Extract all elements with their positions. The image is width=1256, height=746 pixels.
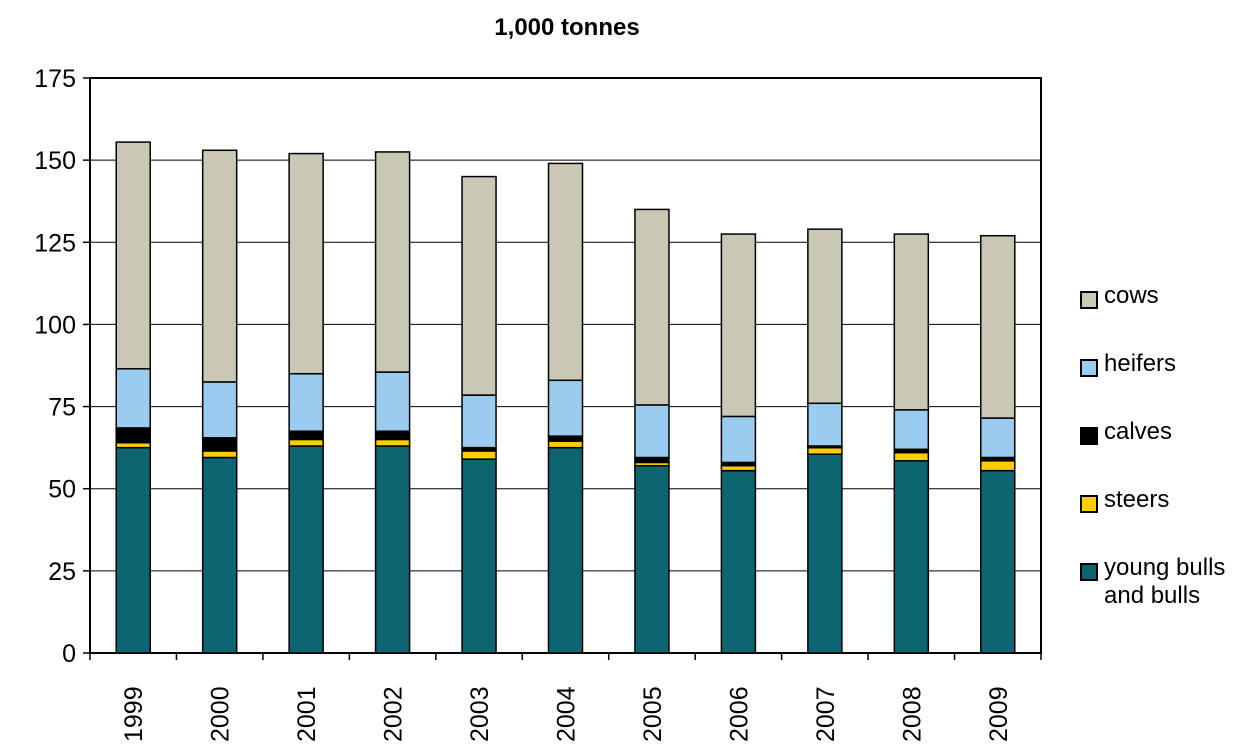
x-tick-label: 2001 bbox=[293, 686, 321, 742]
bar-segment bbox=[461, 175, 497, 396]
legend-label-heifers: heifers bbox=[1104, 350, 1177, 377]
bar-segment bbox=[720, 415, 757, 464]
bar-segment bbox=[893, 233, 930, 411]
bar-segment bbox=[893, 451, 930, 462]
bar-segment bbox=[461, 458, 497, 654]
bar-segment bbox=[807, 453, 843, 654]
bar-segment bbox=[374, 151, 411, 373]
legend-label-young-bulls-line1: young bulls bbox=[1104, 554, 1226, 581]
bar-segment bbox=[634, 208, 670, 406]
x-tick-label: 1999 bbox=[120, 686, 148, 742]
y-tick-label: 125 bbox=[34, 229, 76, 257]
bar-segment bbox=[115, 427, 151, 444]
bars bbox=[115, 141, 1016, 654]
bar-segment bbox=[893, 460, 930, 654]
bar-segment bbox=[374, 445, 411, 654]
legend-label-cows: cows bbox=[1104, 282, 1159, 309]
x-tick-label: 2007 bbox=[812, 686, 840, 742]
bar-segment bbox=[201, 149, 238, 383]
bar-segment bbox=[980, 469, 1016, 654]
chart-title: 1,000 tonnes bbox=[494, 14, 640, 41]
bar-segment bbox=[807, 446, 843, 455]
bar-segment bbox=[201, 381, 238, 439]
bar-segment bbox=[720, 469, 757, 654]
bar-segment bbox=[201, 456, 238, 654]
x-tick-label: 2002 bbox=[380, 686, 408, 742]
x-tick-label: 2008 bbox=[898, 686, 926, 742]
bar-segment bbox=[201, 450, 238, 459]
x-tick-label: 2004 bbox=[553, 686, 581, 742]
bar-segment bbox=[288, 152, 324, 375]
bar-segment bbox=[547, 446, 584, 654]
legend-swatch-young-bulls bbox=[1080, 563, 1098, 581]
x-tick-label: 2000 bbox=[207, 686, 235, 742]
legend-label-young-bulls-line2: and bulls bbox=[1104, 582, 1201, 609]
bar-segment bbox=[980, 417, 1016, 459]
bar-segment bbox=[634, 404, 670, 459]
bar-segment bbox=[461, 450, 497, 460]
bar-segment bbox=[288, 372, 324, 432]
bar-segment bbox=[288, 445, 324, 654]
bar-segment bbox=[288, 430, 324, 441]
bar-segment bbox=[547, 379, 584, 437]
bar-segment bbox=[461, 394, 497, 449]
y-tick-label: 100 bbox=[34, 311, 76, 339]
axes bbox=[83, 77, 1042, 660]
bar-segment bbox=[720, 233, 757, 418]
y-tick-label: 175 bbox=[34, 65, 76, 93]
bar-segment bbox=[547, 440, 584, 449]
y-tick-label: 75 bbox=[48, 394, 76, 422]
legend-swatch-steers bbox=[1080, 495, 1098, 513]
x-tick-label: 2009 bbox=[985, 686, 1013, 742]
x-tick-label: 2005 bbox=[639, 686, 667, 742]
legend-swatch-heifers bbox=[1080, 359, 1098, 377]
bar-segment bbox=[374, 438, 411, 447]
bar-segment bbox=[547, 162, 584, 382]
x-tick-label: 2006 bbox=[725, 686, 753, 742]
y-tick-label: 25 bbox=[48, 558, 76, 586]
bar-segment bbox=[115, 141, 151, 370]
bar-segment bbox=[374, 371, 411, 432]
bar-segment bbox=[115, 368, 151, 429]
legend-swatch-calves bbox=[1080, 427, 1098, 445]
y-tick-label: 50 bbox=[48, 476, 76, 504]
bar-segment bbox=[980, 460, 1016, 472]
y-tick-label: 150 bbox=[34, 147, 76, 175]
y-tick-labels: 0 25 50 75 100 125 150 175 bbox=[34, 65, 76, 668]
bar-segment bbox=[288, 438, 324, 447]
legend-label-young-bulls: young bulls and bulls bbox=[1104, 554, 1225, 610]
legend-label-steers: steers bbox=[1104, 486, 1170, 513]
y-tick-label: 0 bbox=[62, 640, 76, 668]
x-tick-label: 2003 bbox=[466, 686, 494, 742]
bar-segment bbox=[201, 437, 238, 452]
bar-segment bbox=[807, 228, 843, 405]
legend-label-calves: calves bbox=[1104, 418, 1173, 445]
bar-segment bbox=[634, 464, 670, 654]
bar-segment bbox=[115, 446, 151, 654]
bar-segment bbox=[980, 234, 1016, 419]
bar-segment bbox=[893, 409, 930, 451]
bar-segment bbox=[374, 430, 411, 441]
x-tick-labels: 1999 2000 2001 2002 2003 2004 2005 2006 2007 2008… bbox=[120, 686, 1013, 742]
legend-swatch-cows bbox=[1080, 291, 1098, 309]
bar-segment bbox=[807, 402, 843, 447]
